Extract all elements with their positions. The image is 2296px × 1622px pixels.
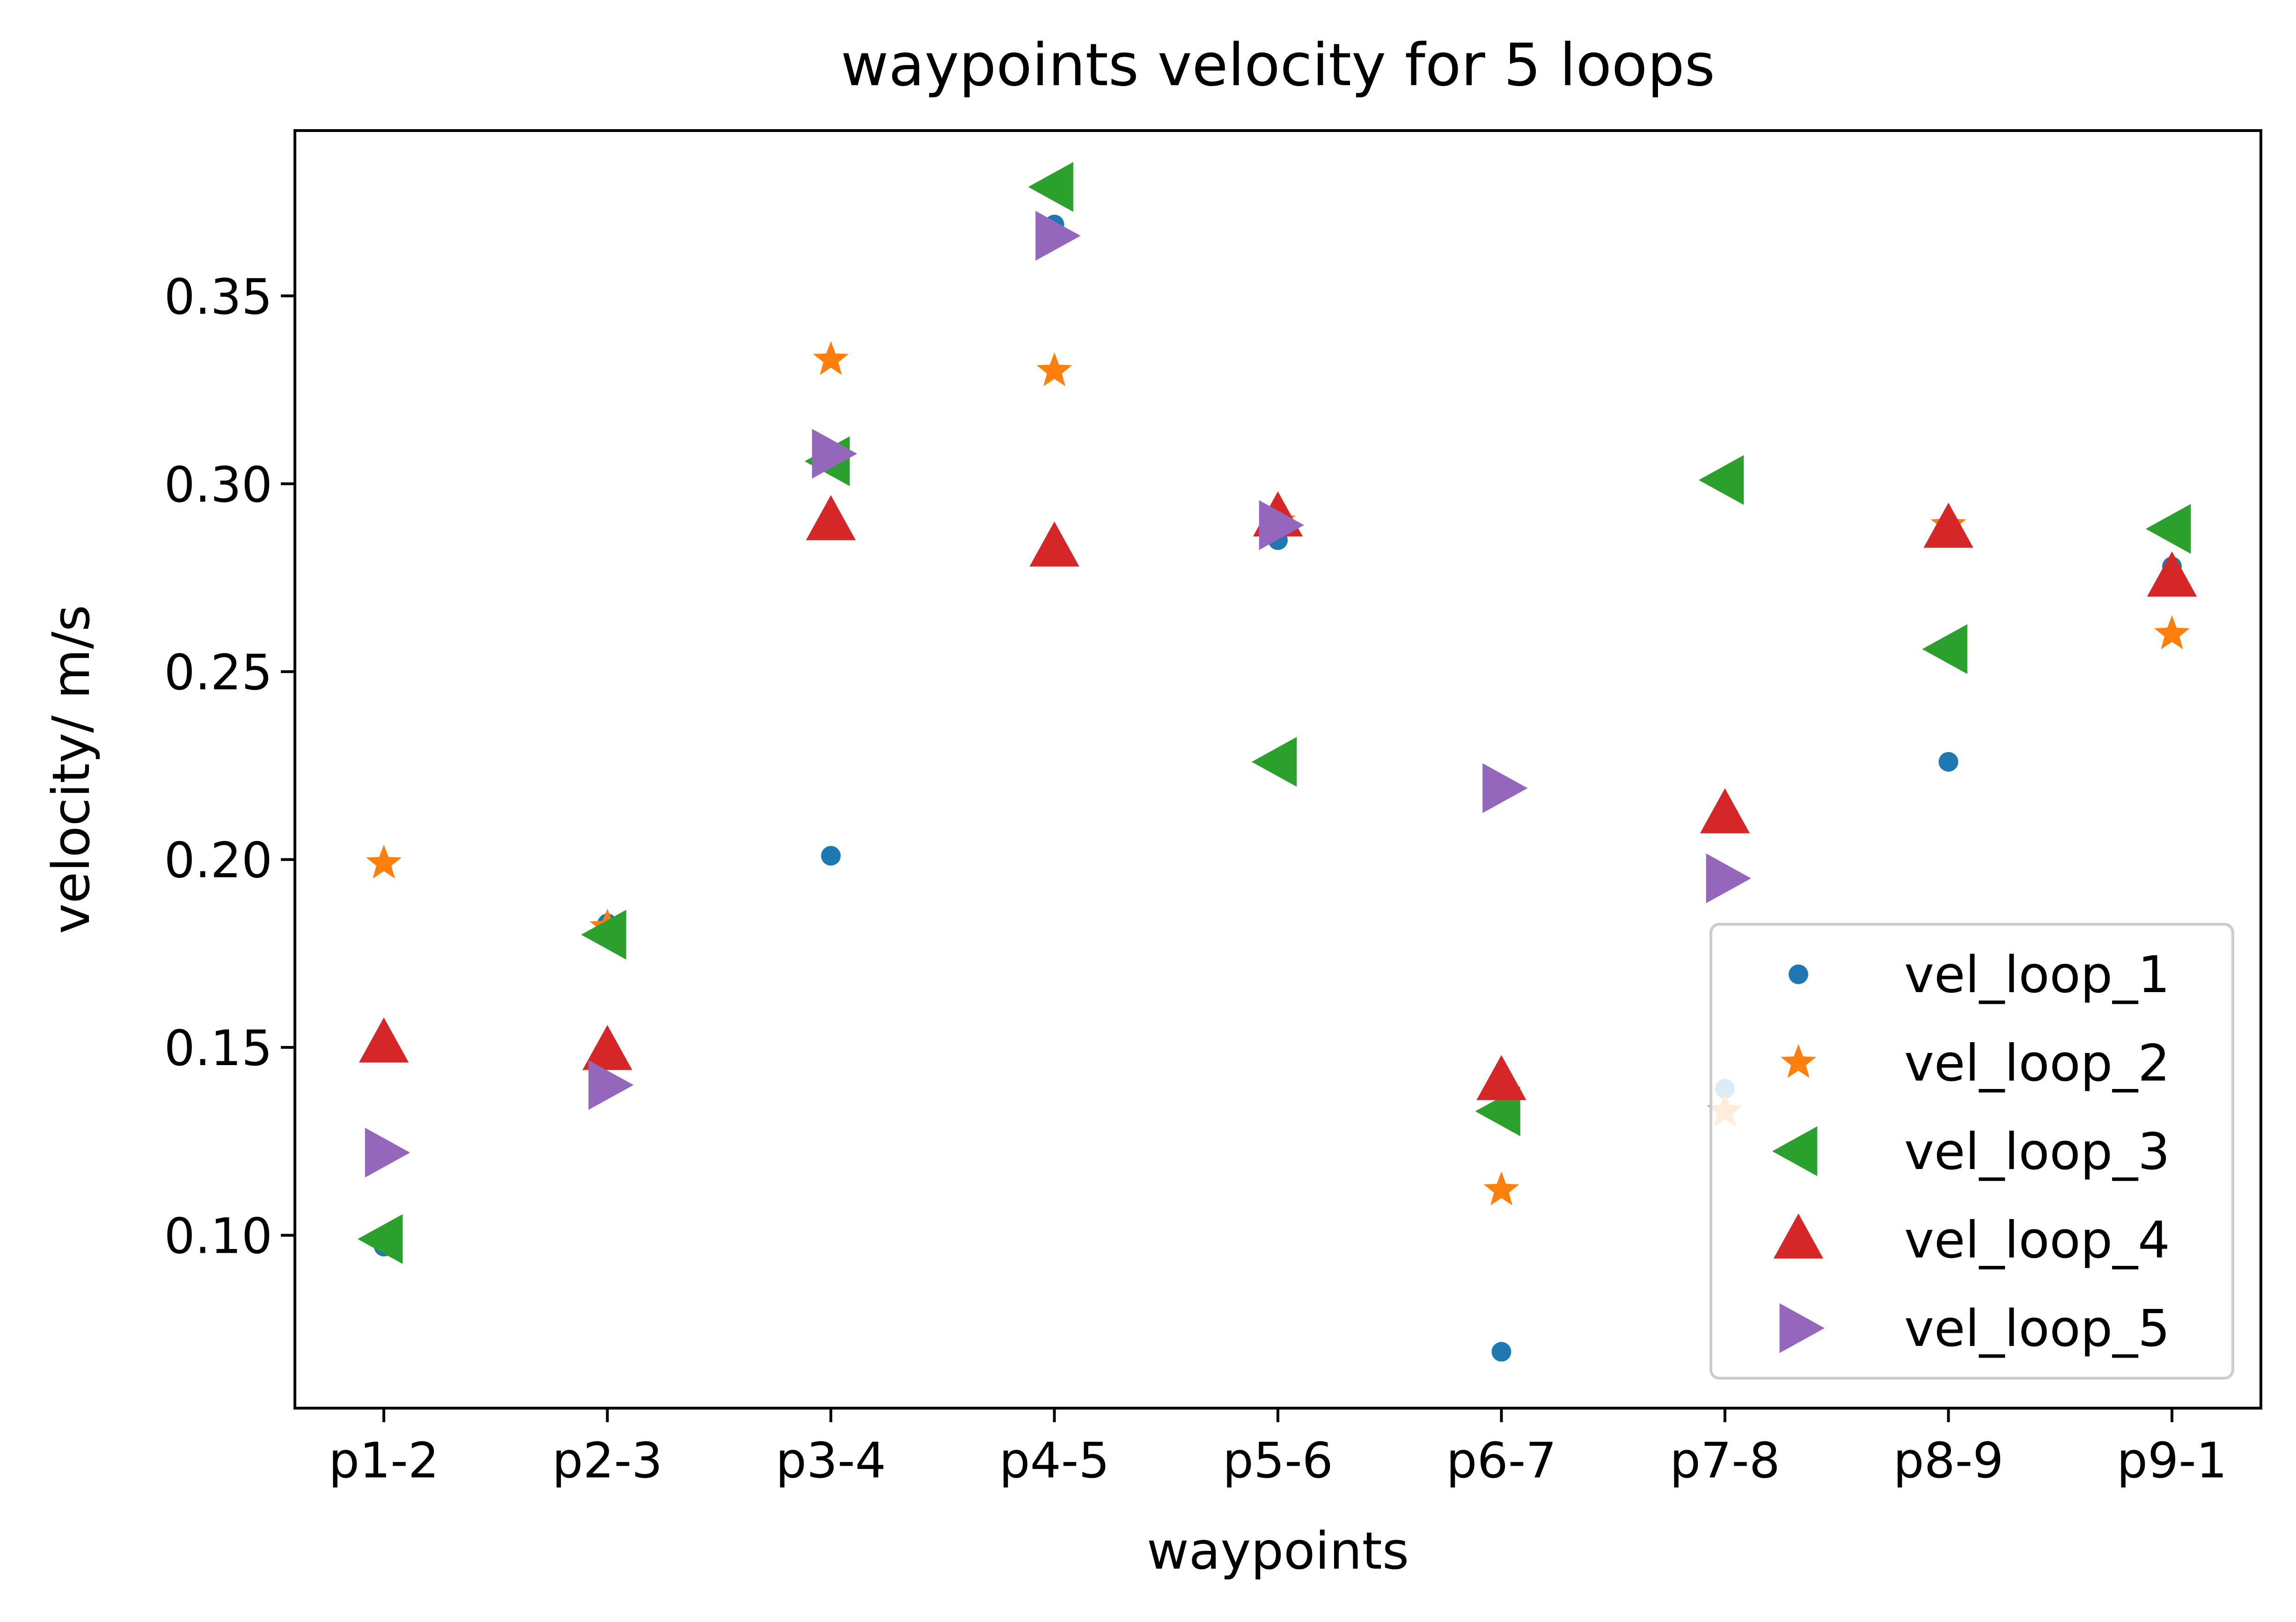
y-tick-label: 0.30 xyxy=(164,456,272,513)
data-point xyxy=(588,1060,634,1110)
x-tick-label: p9-1 xyxy=(2117,1432,2227,1489)
legend: vel_loop_1 vel_loop_2 vel_loop_3 vel_loop_4… xyxy=(1709,923,2234,1380)
x-tick-label: p5-6 xyxy=(1223,1432,1333,1489)
data-point xyxy=(821,846,841,866)
data-point xyxy=(1923,503,1973,548)
y-axis: 0.10 0.15 0.20 0.25 0.30 0.35 xyxy=(164,268,295,1265)
y-tick-label: 0.35 xyxy=(164,268,272,325)
data-point xyxy=(1922,624,1967,674)
data-point xyxy=(1706,853,1751,904)
data-point xyxy=(2154,615,2190,650)
data-point xyxy=(1699,455,1744,505)
y-tick-label: 0.25 xyxy=(164,644,272,701)
x-tick-label: p7-8 xyxy=(1670,1432,1780,1489)
x-tick-label: p1-2 xyxy=(329,1432,439,1489)
legend-item: vel_loop_2 xyxy=(1781,1034,2170,1093)
x-tick-label: p6-7 xyxy=(1446,1432,1557,1489)
data-point xyxy=(806,495,856,541)
y-tick-label: 0.20 xyxy=(164,832,272,889)
x-axis-label: waypoints xyxy=(1147,1521,1409,1581)
data-point xyxy=(1482,763,1528,813)
x-axis: p1-2 p2-3 p3-4 p4-5 p5-6 p6-7 p7-8 p8-9 p9-1 xyxy=(329,1408,2227,1489)
legend-label: vel_loop_1 xyxy=(1904,946,2170,1004)
legend-item: vel_loop_3 xyxy=(1772,1123,2170,1181)
legend-marker xyxy=(1772,1126,1818,1176)
data-point xyxy=(812,429,857,479)
legend-marker xyxy=(1789,964,1808,984)
data-point xyxy=(1938,752,1959,772)
data-point xyxy=(365,1127,410,1178)
data-point xyxy=(358,1214,403,1264)
legend-marker xyxy=(1779,1303,1825,1353)
legend-item: vel_loop_4 xyxy=(1773,1211,2170,1270)
y-axis-label: velocity/ m/s xyxy=(41,605,101,934)
data-point xyxy=(1483,1171,1519,1206)
data-point xyxy=(1700,788,1750,833)
x-tick-label: p2-3 xyxy=(552,1432,663,1489)
chart-title: waypoints velocity for 5 loops xyxy=(841,31,1715,99)
y-tick-label: 0.15 xyxy=(164,1020,272,1077)
legend-marker xyxy=(1781,1044,1816,1078)
data-point xyxy=(366,844,402,879)
legend-item: vel_loop_5 xyxy=(1779,1300,2170,1358)
legend-label: vel_loop_3 xyxy=(1904,1123,2170,1181)
data-point xyxy=(582,1025,632,1070)
data-point xyxy=(1029,521,1079,567)
data-point xyxy=(1028,162,1073,212)
x-tick-label: p4-5 xyxy=(999,1432,1110,1489)
legend-marker xyxy=(1773,1213,1824,1259)
legend-label: vel_loop_2 xyxy=(1904,1034,2170,1093)
data-point xyxy=(2147,551,2197,597)
plot-frame xyxy=(293,129,2262,1410)
data-point xyxy=(1036,352,1072,387)
legend-label: vel_loop_4 xyxy=(1904,1211,2170,1270)
data-point xyxy=(2146,504,2191,554)
x-tick-label: p8-9 xyxy=(1893,1432,2004,1489)
x-tick-label: p3-4 xyxy=(776,1432,886,1489)
data-point xyxy=(1259,500,1304,550)
data-point xyxy=(1252,737,1297,787)
legend-label: vel_loop_5 xyxy=(1904,1300,2170,1358)
data-point xyxy=(1491,1342,1511,1362)
data-point xyxy=(581,910,626,960)
data-point xyxy=(813,341,849,375)
y-tick-label: 0.10 xyxy=(164,1208,272,1265)
data-point xyxy=(1476,1055,1526,1100)
data-point xyxy=(1035,211,1081,261)
data-point xyxy=(359,1017,409,1063)
legend-box xyxy=(1709,923,2234,1380)
series-vel_loop_5 xyxy=(365,211,1751,1178)
legend-item: vel_loop_1 xyxy=(1789,946,2170,1004)
